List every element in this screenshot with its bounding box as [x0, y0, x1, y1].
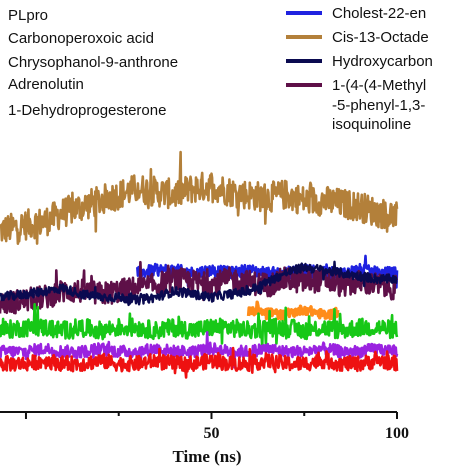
plot-area: [0, 150, 399, 379]
x-axis-title: Time (ns): [172, 447, 241, 466]
legend-left-item-4: 1-Dehydroprogesterone: [8, 102, 166, 119]
legend-right-item-2: Hydroxycarbon: [332, 53, 433, 70]
series-line-5: [0, 302, 399, 350]
legend-right-item-3: 1-(4-(4-Methyl: [332, 77, 426, 94]
legend-right-item-1: Cis-13-Octade: [332, 29, 429, 46]
x-tick-label-0: 50: [203, 425, 219, 442]
x-tick-label-1: 100: [385, 425, 409, 442]
legend-right-item-4: -5-phenyl-1,3-: [332, 97, 425, 114]
legend-left-item-2: Chrysophanol-9-anthrone: [8, 54, 178, 71]
series-line-3: [0, 260, 398, 307]
legend-left-item-1: Carbonoperoxoic acid: [8, 30, 154, 47]
legend-right: Cholest-22-en Cis-13-Octade Hydroxycarbon 1…: [286, 5, 433, 133]
series-line-0: [0, 150, 399, 245]
x-ticks: 50 100: [24, 412, 409, 442]
legend-right-item-5: isoquinoline: [332, 116, 411, 133]
legend-left: PLpro Carbonoperoxoic acid Chrysophanol-9-…: [8, 7, 178, 119]
legend-left-item-0: PLpro: [8, 7, 48, 24]
legend-left-item-3: Adrenolutin: [8, 76, 84, 93]
series-line-2: [0, 260, 399, 315]
series-line-6: [0, 331, 399, 370]
series-line-7: [0, 346, 399, 379]
series-line-4: [246, 300, 340, 321]
legend-right-item-0: Cholest-22-en: [332, 5, 426, 22]
